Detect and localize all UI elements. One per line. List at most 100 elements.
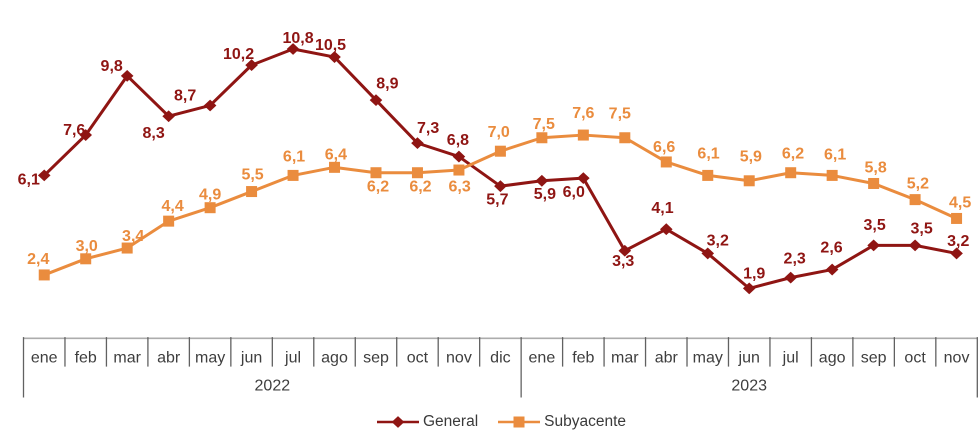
legend-item-general[interactable]: General	[377, 413, 478, 430]
data-point-subyacente-13	[577, 129, 589, 141]
month-label: may	[693, 350, 723, 367]
data-label-subyacente-22: 4,5	[949, 194, 971, 211]
month-label: jun	[738, 350, 760, 367]
data-label-subyacente-2: 3,4	[122, 228, 144, 245]
data-point-subyacente-4	[204, 202, 216, 214]
data-label-subyacente-5: 5,5	[241, 167, 263, 184]
legend-marker-general	[391, 415, 405, 428]
month-label: feb	[75, 350, 97, 367]
legend-label-subyacente: Subyacente	[544, 413, 627, 430]
year-label: 2022	[255, 378, 291, 395]
data-point-subyacente-11	[494, 145, 506, 157]
data-point-subyacente-22	[951, 212, 963, 224]
month-label: mar	[113, 350, 141, 367]
data-label-subyacente-3: 4,4	[162, 198, 184, 215]
month-label: jul	[284, 350, 301, 367]
data-label-subyacente-11: 7,0	[488, 124, 510, 141]
data-label-subyacente-12: 7,5	[533, 116, 555, 133]
data-label-subyacente-13: 7,6	[572, 105, 594, 122]
data-point-general-3	[162, 110, 175, 123]
data-point-general-15	[659, 223, 673, 236]
data-point-general-9	[411, 137, 424, 150]
data-point-subyacente-20	[868, 177, 880, 189]
month-label: dic	[490, 350, 510, 367]
data-point-general-12	[535, 174, 549, 187]
legend-swatch-general	[377, 415, 419, 428]
data-point-subyacente-3	[163, 215, 175, 227]
data-label-general-5: 10,2	[223, 46, 254, 63]
data-label-subyacente-1: 3,0	[76, 238, 98, 255]
data-point-general-14	[618, 244, 632, 257]
data-label-general-14: 3,3	[612, 253, 634, 270]
month-label: abr	[157, 350, 181, 367]
data-point-general-4	[203, 99, 217, 112]
data-label-general-18: 2,3	[784, 251, 806, 268]
data-point-subyacente-19	[826, 169, 838, 181]
month-label: feb	[572, 350, 594, 367]
data-label-subyacente-7: 6,4	[325, 146, 347, 163]
series-general: 6,1 7,6 9,8 8,3 8,7 10,2 10,8 10,5 8,9 7,3 6,8 5,7 5…	[18, 30, 969, 295]
data-point-general-2	[120, 69, 134, 82]
data-label-general-19: 2,6	[820, 240, 842, 257]
data-point-subyacente-9	[411, 167, 423, 179]
data-point-general-13	[577, 172, 590, 184]
axis-layer: ene feb mar abr may jun jul ago sep oct nov dic ene f…	[22, 337, 978, 398]
data-label-general-7: 10,5	[315, 37, 346, 54]
data-label-general-1: 7,6	[63, 122, 85, 139]
data-label-subyacente-9: 6,2	[409, 178, 431, 195]
data-label-general-2: 9,8	[101, 58, 123, 75]
legend-item-subyacente[interactable]: Subyacente	[498, 413, 626, 430]
data-point-general-22	[950, 247, 963, 260]
data-point-general-11	[494, 180, 507, 193]
month-label: sep	[363, 350, 389, 367]
data-point-subyacente-18	[785, 167, 797, 179]
data-point-subyacente-7	[329, 161, 341, 173]
data-point-subyacente-15	[660, 156, 672, 168]
month-label: nov	[944, 350, 970, 367]
month-label: ene	[31, 350, 58, 367]
data-label-subyacente-19: 6,1	[824, 146, 846, 163]
data-point-subyacente-0	[38, 269, 50, 281]
data-label-subyacente-6: 6,1	[283, 148, 305, 165]
data-point-subyacente-5	[246, 186, 258, 198]
data-point-subyacente-1	[80, 253, 92, 265]
month-label: may	[195, 350, 225, 367]
data-label-general-11: 5,7	[486, 192, 508, 209]
legend-label-general: General	[423, 413, 479, 430]
data-point-general-21	[908, 239, 922, 252]
data-label-subyacente-4: 4,9	[199, 187, 221, 204]
data-label-general-17: 1,9	[743, 265, 765, 282]
data-label-subyacente-21: 5,2	[907, 175, 929, 192]
month-label: oct	[407, 350, 429, 367]
data-point-general-18	[784, 271, 797, 284]
data-label-subyacente-17: 5,9	[740, 148, 762, 165]
data-point-general-0	[37, 169, 51, 182]
data-point-subyacente-14	[619, 132, 631, 144]
data-label-subyacente-20: 5,8	[865, 159, 887, 176]
data-point-general-20	[867, 239, 880, 252]
data-label-general-20: 3,5	[864, 217, 886, 234]
data-label-subyacente-0: 2,4	[27, 251, 49, 268]
data-label-general-4: 8,7	[174, 87, 196, 104]
data-point-subyacente-10	[453, 164, 465, 176]
data-label-general-13: 6,0	[563, 184, 585, 201]
legend-marker-subyacente	[513, 416, 525, 427]
month-label: jul	[782, 350, 799, 367]
data-label-subyacente-16: 6,1	[697, 145, 719, 162]
data-point-subyacente-16	[702, 169, 714, 181]
year-label: 2023	[731, 378, 767, 395]
data-point-general-10	[452, 150, 466, 163]
data-point-subyacente-17	[743, 175, 755, 187]
legend-swatch-subyacente	[498, 416, 541, 427]
data-label-general-8: 8,9	[376, 76, 398, 93]
month-label: ago	[321, 350, 348, 367]
data-point-subyacente-8	[370, 167, 382, 179]
data-point-general-5	[245, 59, 258, 72]
data-label-general-9: 7,3	[417, 120, 439, 137]
data-point-subyacente-12	[536, 132, 548, 144]
data-label-general-16: 3,2	[707, 232, 729, 249]
series-subyacente: 2,4 3,0 3,4 4,4 4,9 5,5 6,1 6,4 6,2 6,2 6,3 7,0 7,5 7…	[27, 105, 971, 281]
data-label-general-22: 3,2	[947, 233, 969, 250]
data-point-subyacente-21	[909, 194, 921, 206]
